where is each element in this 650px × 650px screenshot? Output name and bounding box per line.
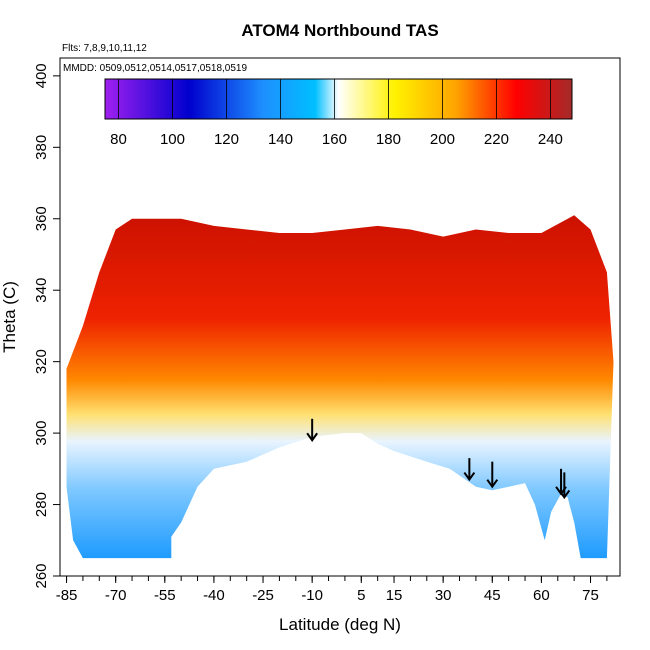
y-tick-label: 400 (33, 63, 50, 88)
dates-subtitle: MMDD: 0509,0512,0514,0517,0518,0519 (63, 63, 247, 74)
colorbar: 80 100 120 140 160 180 200 220 240 (104, 78, 573, 148)
y-axis-label: Theta (C) (0, 281, 19, 353)
x-tick-label: 15 (386, 587, 403, 604)
wind-arrow-head (306, 432, 318, 442)
y-tick-label: 360 (33, 206, 50, 231)
wind-arrow-head (558, 489, 571, 500)
chart-title: ATOM4 Northbound TAS (241, 21, 438, 40)
x-tick-label: -40 (203, 587, 225, 604)
x-tick-label: -85 (56, 587, 78, 604)
colorbar-ticks: 80 100 120 140 160 180 200 220 240 (110, 79, 563, 148)
y-tick-label: 340 (33, 278, 50, 303)
x-tick-label: -70 (105, 587, 127, 604)
x-axis-label: Latitude (deg N) (279, 615, 401, 634)
y-tick-label: 260 (33, 563, 50, 588)
colorbar-tick-label: 240 (538, 131, 563, 148)
colorbar-gradient (104, 78, 573, 120)
x-axis: -85 -70 -55 -40 -25 -10 5 15 30 45 60 75 (56, 576, 608, 604)
x-tick-label: -55 (154, 587, 176, 604)
wind-arrow-head (486, 479, 499, 489)
data-field (66, 215, 614, 559)
colorbar-tick-label: 80 (110, 131, 127, 148)
x-tick-label: 45 (484, 587, 501, 604)
y-axis: 260 280 300 320 340 360 380 400 (33, 63, 60, 589)
colorbar-tick-label: 180 (376, 131, 401, 148)
plot-frame (59, 57, 621, 577)
colorbar-tick-label: 220 (484, 131, 509, 148)
x-tick-label: 75 (582, 587, 599, 604)
x-tick-label: -25 (252, 587, 274, 604)
wind-arrows (306, 418, 571, 500)
y-tick-label: 280 (33, 492, 50, 517)
x-tick-label: 5 (357, 587, 365, 604)
wind-arrow-head (463, 471, 476, 482)
x-tick-label: 30 (435, 587, 452, 604)
x-tick-label: 60 (533, 587, 550, 604)
y-tick-label: 320 (33, 349, 50, 374)
y-tick-label: 380 (33, 135, 50, 160)
data-field-polygon (66, 215, 614, 559)
colorbar-tick-label: 100 (160, 131, 185, 148)
colorbar-tick-label: 120 (214, 131, 239, 148)
colorbar-tick-label: 160 (322, 131, 347, 148)
colorbar-tick-label: 200 (430, 131, 455, 148)
flights-subtitle: Flts: 7,8,9,10,11,12 (62, 43, 147, 54)
y-tick-label: 300 (33, 421, 50, 446)
x-tick-label: -10 (301, 587, 323, 604)
colorbar-tick-label: 140 (268, 131, 293, 148)
